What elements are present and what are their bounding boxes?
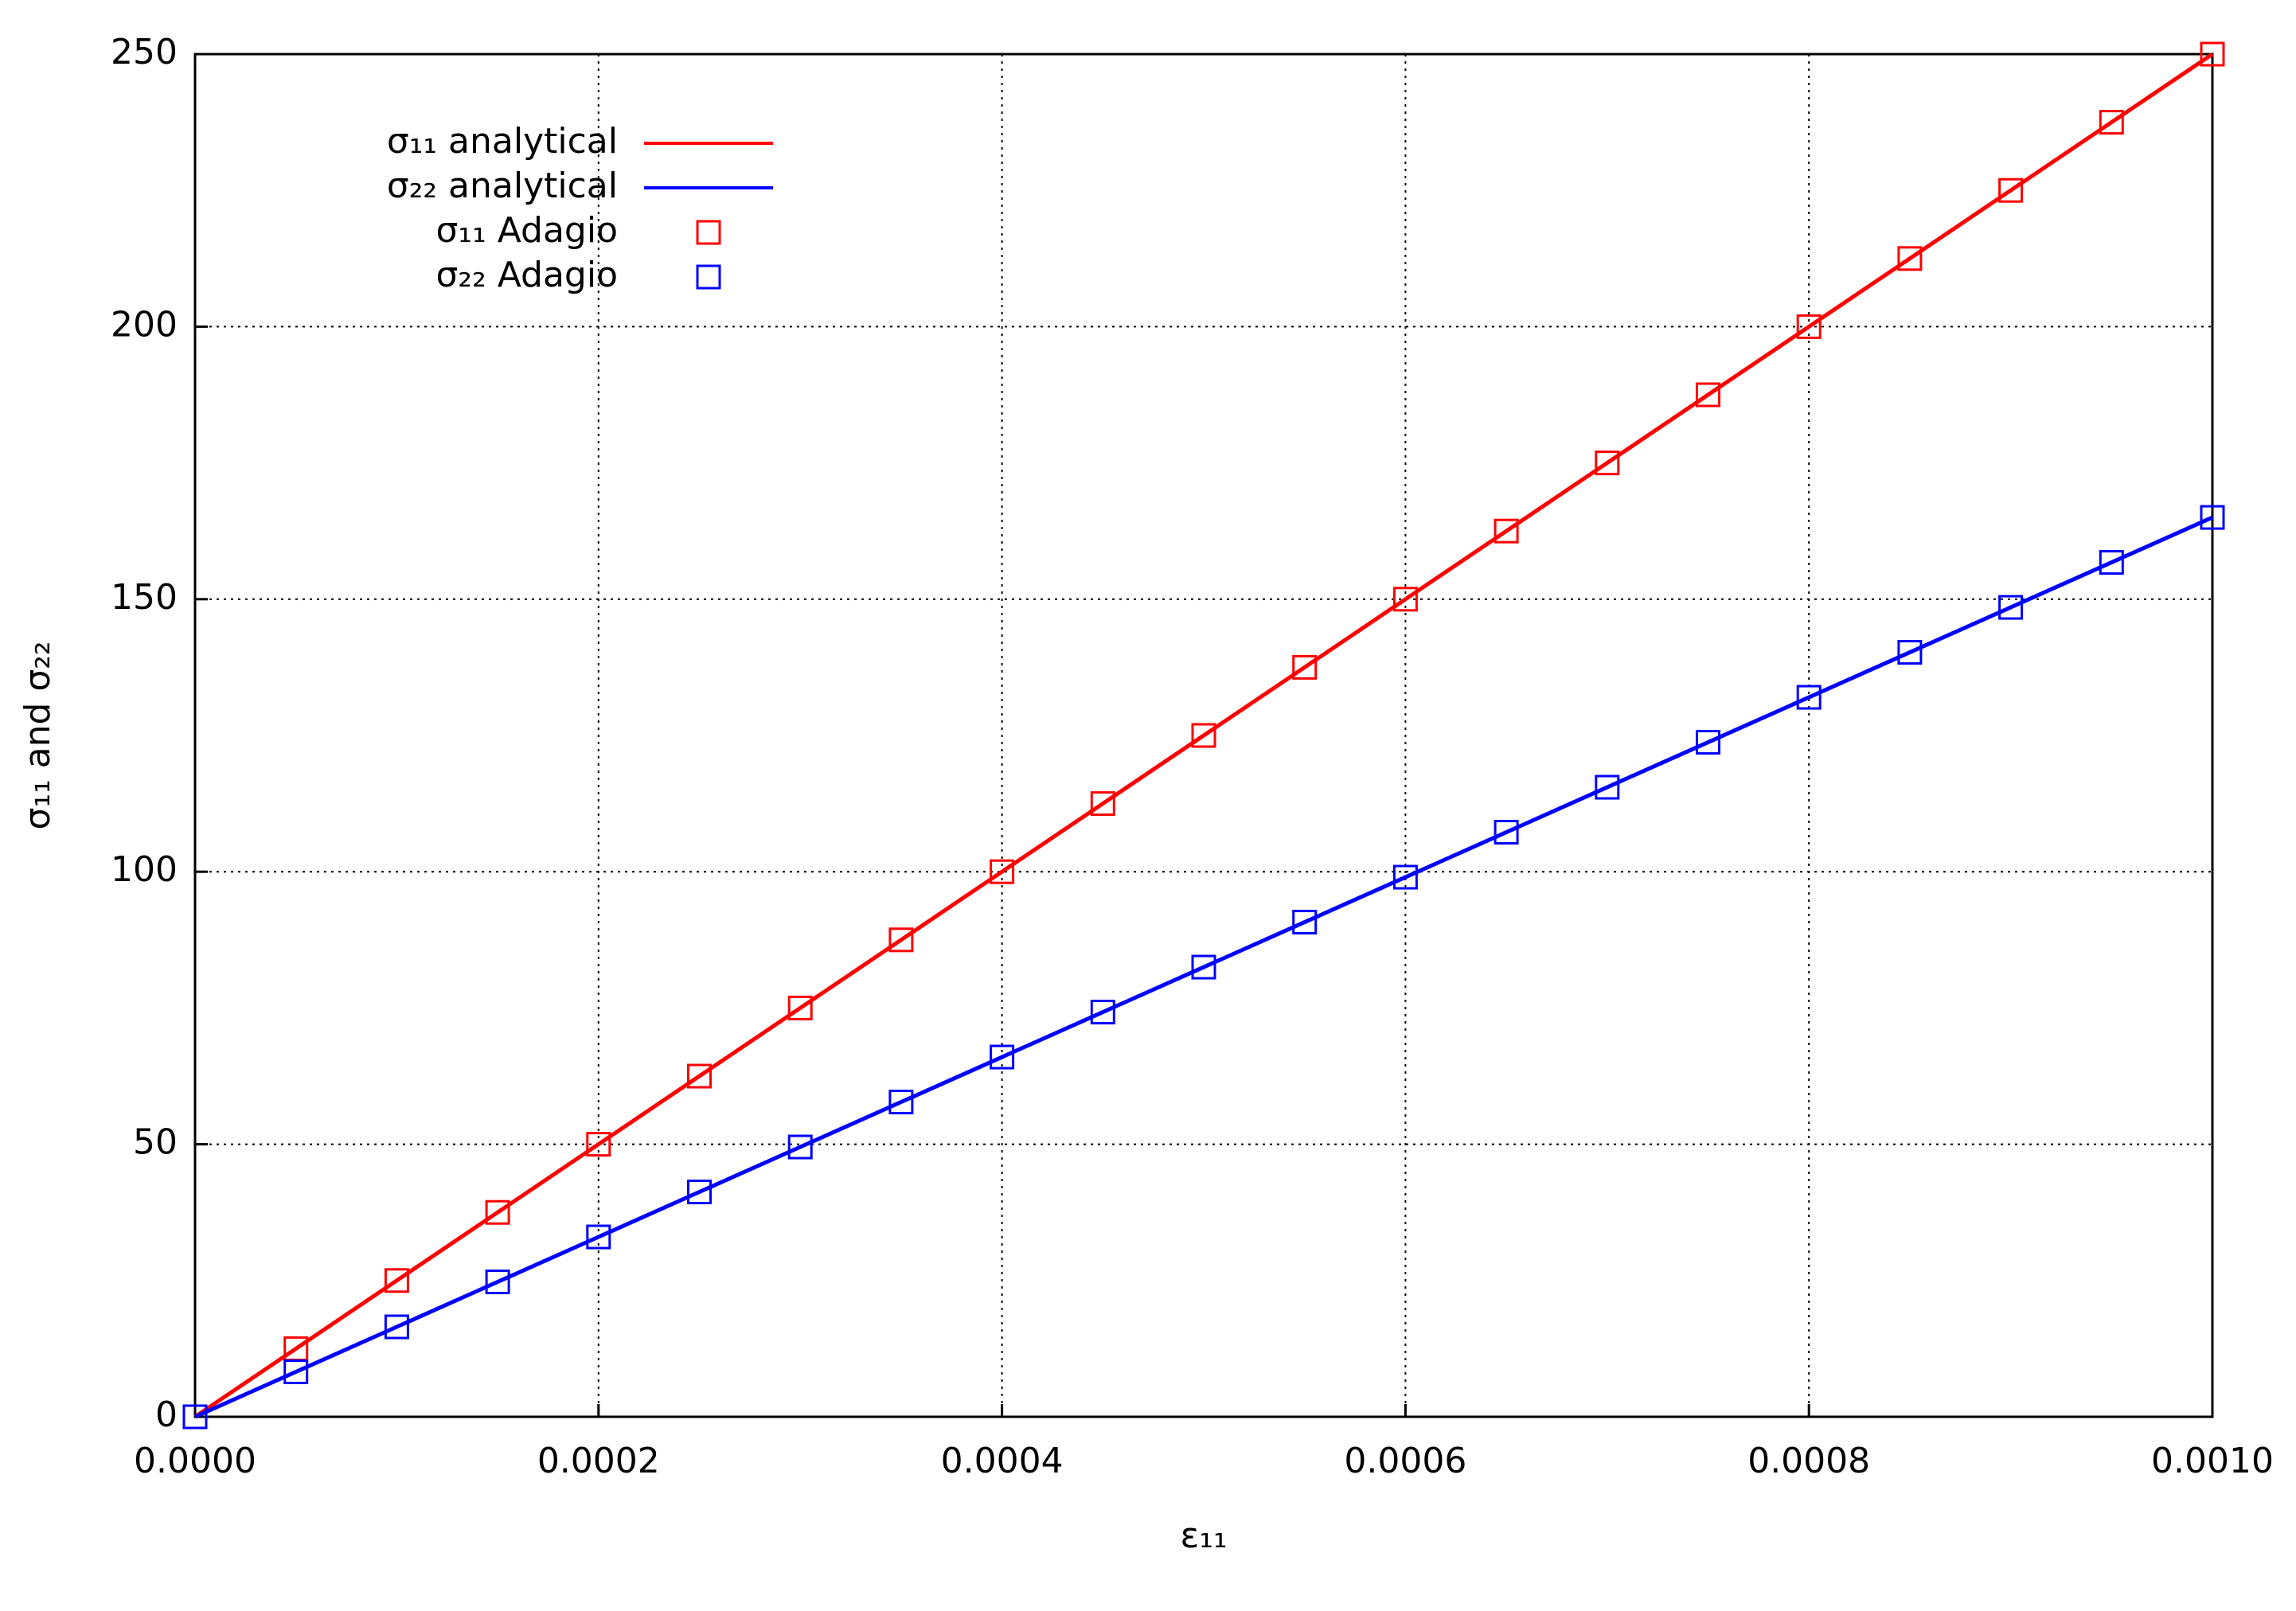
y-tick-label: 0 — [155, 1395, 178, 1435]
series-line — [193, 52, 2214, 1419]
data-marker — [384, 1314, 409, 1340]
data-marker — [485, 1270, 510, 1295]
data-marker — [990, 859, 1015, 884]
y-tick-label: 200 — [111, 304, 178, 345]
data-marker — [1494, 820, 1519, 845]
legend-label: σ₂₂ Adagio — [436, 255, 618, 295]
data-marker — [586, 1224, 611, 1250]
x-tick-label: 0.0004 — [941, 1441, 1064, 1481]
data-marker — [182, 1404, 208, 1430]
data-marker — [787, 1134, 813, 1160]
y-tick-label: 250 — [111, 32, 178, 72]
data-marker — [2200, 41, 2225, 67]
legend-label: σ₁₁ Adagio — [436, 210, 618, 251]
data-marker — [1090, 791, 1115, 817]
data-marker — [1998, 177, 2024, 203]
data-marker — [1494, 518, 1519, 544]
y-tick-label: 50 — [133, 1122, 178, 1163]
data-marker — [2200, 505, 2225, 530]
data-marker — [1696, 730, 1720, 755]
y-axis-label: σ₁₁ and σ₂₂ — [18, 641, 58, 829]
data-marker — [1392, 587, 1418, 612]
x-tick-label: 0.0000 — [134, 1441, 256, 1481]
y-tick-label: 100 — [111, 849, 178, 890]
data-marker — [1897, 246, 1923, 271]
data-marker — [1595, 451, 1620, 476]
data-marker — [1897, 640, 1923, 665]
data-marker — [485, 1199, 510, 1225]
plot-frame — [193, 53, 2214, 1418]
legend-label: σ₁₁ analytical — [387, 121, 618, 162]
data-marker — [1392, 864, 1418, 890]
x-axis-label: ε₁₁ — [1180, 1515, 1227, 1556]
data-marker — [2099, 110, 2124, 135]
data-marker — [1595, 774, 1620, 800]
data-marker — [1292, 654, 1318, 680]
x-tick-label: 0.0002 — [537, 1441, 660, 1481]
data-marker — [1191, 954, 1216, 980]
data-marker — [1998, 595, 2024, 620]
data-marker — [586, 1132, 611, 1157]
legend-swatch — [696, 264, 721, 290]
series-line — [193, 515, 2214, 1419]
data-marker — [888, 1090, 914, 1115]
legend-label: σ₂₂ analytical — [387, 166, 618, 206]
data-marker — [384, 1268, 409, 1293]
x-tick-label: 0.0006 — [1344, 1441, 1466, 1481]
data-marker — [1796, 314, 1822, 339]
y-tick-label: 150 — [111, 577, 178, 618]
data-marker — [787, 995, 813, 1020]
data-marker — [687, 1180, 712, 1205]
data-marker — [1796, 685, 1822, 710]
x-tick-label: 0.0008 — [1747, 1441, 1870, 1481]
data-marker — [2099, 550, 2124, 575]
legend-swatch — [696, 220, 721, 245]
data-marker — [1090, 1000, 1115, 1025]
data-marker — [888, 927, 914, 953]
data-marker — [687, 1063, 712, 1089]
x-tick-label: 0.0010 — [2151, 1441, 2274, 1481]
data-marker — [283, 1359, 309, 1385]
data-marker — [1292, 910, 1318, 935]
data-marker — [990, 1044, 1015, 1070]
data-marker — [1191, 723, 1216, 748]
data-marker — [1696, 382, 1720, 408]
